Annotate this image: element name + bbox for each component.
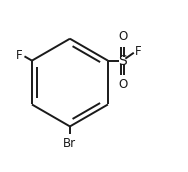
Text: F: F <box>16 49 23 62</box>
Text: Br: Br <box>63 137 77 150</box>
Text: O: O <box>118 78 127 91</box>
Text: F: F <box>135 45 142 58</box>
Text: S: S <box>118 54 127 68</box>
Text: O: O <box>118 30 127 44</box>
